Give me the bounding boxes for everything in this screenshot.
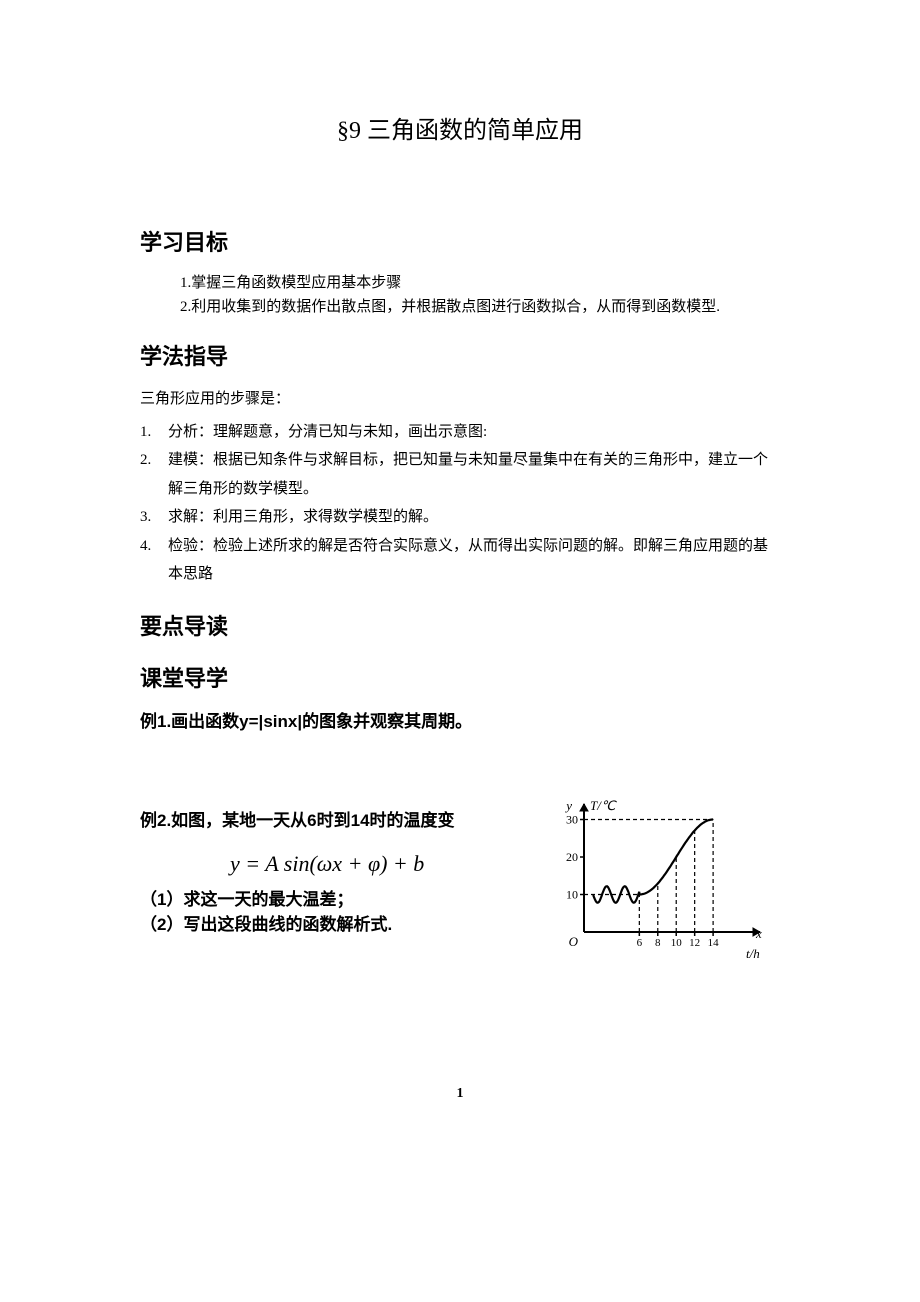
example-1: 例1.画出函数y=|sinx|的图象并观察其周期。 [140, 707, 780, 732]
section-keypoints-heading: 要点导读 [140, 609, 780, 641]
step-num: 4. [140, 532, 168, 589]
page: §9 三角函数的简单应用 学习目标 1.掌握三角函数模型应用基本步骤 2.利用收… [0, 0, 920, 1302]
step-text: 建模：根据已知条件与求解目标，把已知量与未知量尽量集中在有关的三角形中，建立一个… [168, 446, 780, 503]
svg-text:t/h: t/h [746, 946, 760, 961]
method-step-4: 4. 检验：检验上述所求的解是否符合实际意义，从而得出实际问题的解。即解三角应用… [140, 532, 780, 589]
svg-text:20: 20 [566, 850, 578, 864]
goals-item-2: 2.利用收集到的数据作出散点图，并根据散点图进行函数拟合，从而得到函数模型. [180, 295, 780, 319]
step-num: 2. [140, 446, 168, 503]
svg-text:O: O [569, 934, 579, 949]
svg-text:6: 6 [637, 937, 643, 949]
svg-text:12: 12 [689, 937, 700, 949]
method-steps: 1. 分析：理解题意，分清已知与未知，画出示意图: 2. 建模：根据已知条件与求… [140, 418, 780, 589]
temperature-chart: y T/℃ Ox t/h 10 20 30 68 10 12 14 [550, 792, 770, 962]
section-classguide-heading: 课堂导学 [140, 661, 780, 693]
section-goals-heading: 学习目标 [140, 225, 780, 257]
example-2-chart-container: y T/℃ Ox t/h 10 20 30 68 10 12 14 [550, 792, 780, 967]
svg-text:8: 8 [655, 937, 661, 949]
svg-text:14: 14 [708, 937, 720, 949]
svg-text:30: 30 [566, 812, 578, 826]
example-2-q1: （1）求这一天的最大温差； [140, 887, 550, 913]
example-2-formula: y = A sin(ωx + φ) + b [230, 851, 550, 877]
svg-text:T/℃: T/℃ [590, 798, 617, 813]
example-2-text: 例2.如图，某地一天从6时到14时的温度变 [140, 806, 550, 831]
example-2-left: 例2.如图，某地一天从6时到14时的温度变 y = A sin(ωx + φ) … [140, 792, 550, 938]
section-method-heading: 学法指导 [140, 339, 780, 371]
svg-text:x: x [755, 926, 762, 941]
page-number: 1 [457, 1086, 464, 1102]
step-text: 检验：检验上述所求的解是否符合实际意义，从而得出实际问题的解。即解三角应用题的基… [168, 532, 780, 589]
step-text: 分析：理解题意，分清已知与未知，画出示意图: [168, 418, 780, 447]
method-step-1: 1. 分析：理解题意，分清已知与未知，画出示意图: [140, 418, 780, 447]
goals-item-1: 1.掌握三角函数模型应用基本步骤 [180, 271, 780, 295]
example-2-q2: （2）写出这段曲线的函数解析式. [140, 912, 550, 938]
step-text: 求解：利用三角形，求得数学模型的解。 [168, 503, 780, 532]
svg-text:10: 10 [671, 937, 683, 949]
method-step-2: 2. 建模：根据已知条件与求解目标，把已知量与未知量尽量集中在有关的三角形中，建… [140, 446, 780, 503]
method-intro: 三角形应用的步骤是： [140, 385, 780, 414]
example-2-row: 例2.如图，某地一天从6时到14时的温度变 y = A sin(ωx + φ) … [140, 792, 780, 967]
svg-text:10: 10 [566, 887, 578, 901]
step-num: 3. [140, 503, 168, 532]
page-title: §9 三角函数的简单应用 [140, 110, 780, 145]
svg-text:y: y [564, 798, 572, 813]
step-num: 1. [140, 418, 168, 447]
method-step-3: 3. 求解：利用三角形，求得数学模型的解。 [140, 503, 780, 532]
